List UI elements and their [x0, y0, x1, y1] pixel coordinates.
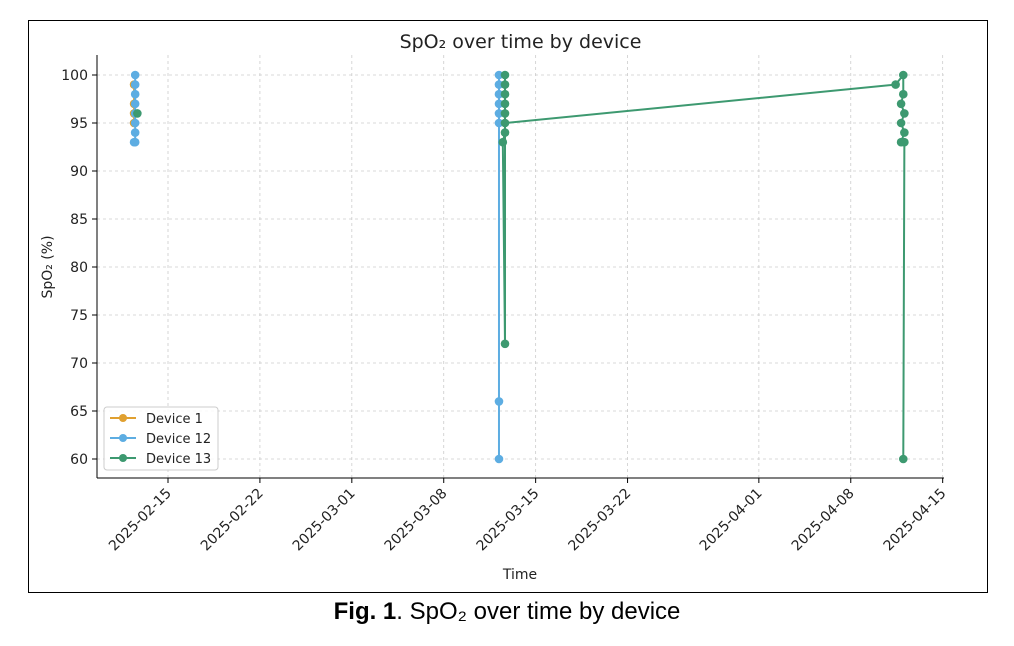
- data-point: [130, 89, 140, 99]
- y-tick-label: 70: [70, 356, 88, 372]
- x-tick-label: 2025-03-22: [566, 486, 635, 555]
- data-point: [129, 137, 139, 147]
- y-tick-label: 65: [70, 404, 88, 420]
- figure-frame: [28, 20, 988, 593]
- x-tick-label: 2025-02-22: [198, 486, 267, 555]
- data-point: [898, 89, 908, 99]
- data-point: [896, 118, 906, 128]
- legend-label: Device 13: [146, 452, 211, 467]
- data-point: [130, 99, 140, 109]
- data-point: [896, 99, 906, 109]
- x-tick-label: 2025-04-01: [697, 486, 766, 555]
- y-tick-label: 80: [70, 260, 88, 276]
- data-point: [500, 89, 510, 99]
- y-tick-label: 95: [70, 116, 88, 132]
- y-tick-label: 90: [70, 164, 88, 180]
- data-point: [130, 118, 140, 128]
- chart-title: SpO₂ over time by device: [400, 31, 642, 53]
- x-tick-label: 2025-04-08: [789, 486, 858, 555]
- x-tick-label: 2025-03-01: [290, 486, 359, 555]
- y-tick-label: 100: [61, 68, 88, 84]
- data-point: [898, 454, 908, 464]
- x-tick-label: 2025-02-15: [106, 486, 175, 555]
- x-tick-label: 2025-03-08: [382, 486, 451, 555]
- data-point: [130, 128, 140, 137]
- data-point: [494, 99, 504, 109]
- data-point: [891, 80, 900, 89]
- x-tick-label: 2025-04-15: [881, 486, 950, 555]
- data-point: [500, 99, 510, 109]
- legend-marker: [119, 434, 127, 442]
- legend-marker: [119, 414, 127, 422]
- data-point: [133, 109, 142, 118]
- legend-label: Device 12: [146, 432, 211, 447]
- figure-caption: Fig. 1. SpO₂ over time by device: [0, 598, 1014, 626]
- x-tick-label: 2025-03-15: [474, 486, 543, 555]
- data-point: [500, 80, 510, 89]
- y-tick-label: 75: [70, 308, 88, 324]
- x-axis-label: Time: [502, 567, 537, 583]
- data-point: [900, 109, 909, 118]
- data-point: [130, 80, 140, 89]
- data-point: [500, 339, 510, 349]
- legend-label: Device 1: [146, 412, 203, 427]
- data-point: [494, 454, 504, 464]
- legend: Device 1 Device 12 Device 13: [103, 406, 219, 471]
- data-point: [494, 397, 504, 406]
- data-point: [500, 109, 510, 118]
- data-point: [498, 137, 508, 147]
- data-point: [494, 80, 504, 89]
- data-point: [898, 70, 908, 80]
- data-point: [900, 137, 909, 147]
- series-device-13: [133, 70, 909, 464]
- data-point: [500, 70, 510, 80]
- y-tick-label: 85: [70, 212, 88, 228]
- caption-text: . SpO₂ over time by device: [396, 598, 681, 625]
- legend-box: [103, 406, 219, 471]
- data-point: [494, 118, 504, 128]
- y-axis-label: SpO₂ (%): [40, 235, 56, 298]
- caption-label: Fig. 1: [333, 598, 397, 625]
- data-point: [494, 89, 504, 99]
- data-point: [500, 118, 510, 128]
- data-point: [900, 128, 909, 137]
- data-point: [494, 109, 504, 118]
- data-point: [500, 128, 510, 137]
- data-point: [130, 70, 140, 80]
- data-point: [494, 70, 504, 80]
- y-tick-label: 60: [70, 452, 88, 468]
- legend-marker: [119, 454, 127, 462]
